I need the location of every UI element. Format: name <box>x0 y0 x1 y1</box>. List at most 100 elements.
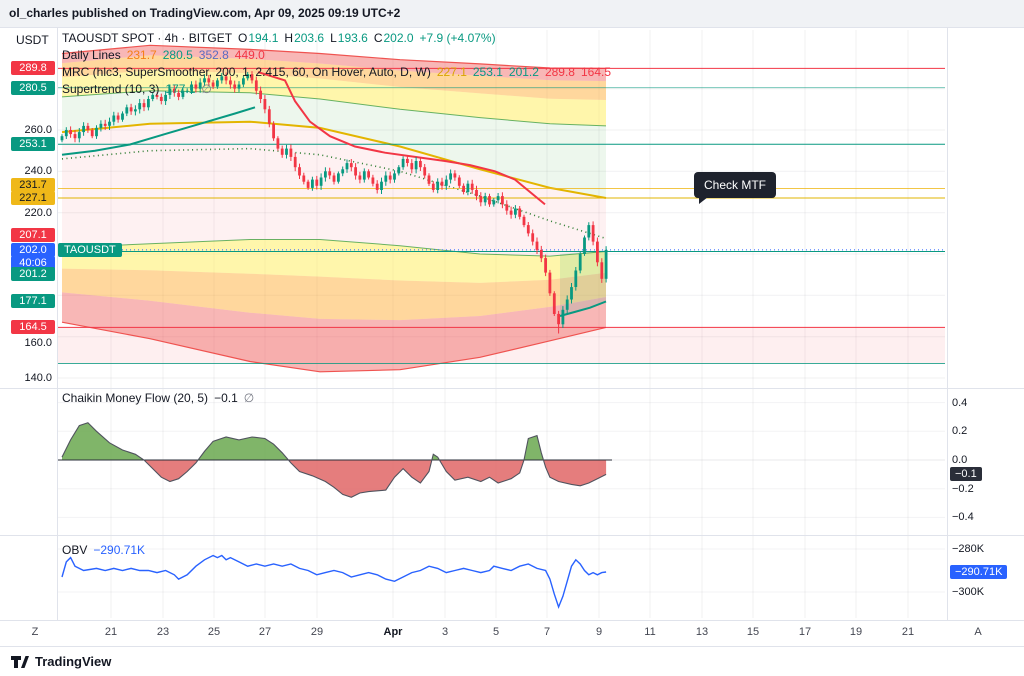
time-axis-label: 15 <box>746 626 760 638</box>
ohlc-high: H 203.6 <box>284 31 324 45</box>
obv-title: OBV <box>62 543 88 557</box>
legend-value: 449.0 <box>234 48 265 62</box>
price-axis-badge: 40:06 <box>11 255 55 270</box>
price-axis-badge: 227.1 <box>11 190 55 205</box>
tradingview-logo-icon <box>11 656 29 668</box>
hidden-value-icon: ∅ <box>201 82 212 96</box>
time-axis-label: 5 <box>492 626 500 638</box>
legend-value: 231.7 <box>126 48 157 62</box>
ohlc-low: L 193.6 <box>330 31 368 45</box>
ohlc-close-value: 202.0 <box>383 31 414 45</box>
time-axis-label: 23 <box>156 626 170 638</box>
time-axis[interactable]: Z 21 23 25 27 29 Apr 3 5 7 9 11 13 15 17 19 21 A <box>0 620 1024 646</box>
price-axis-tick: 220.0 <box>24 206 52 219</box>
published-line: ol_charles published on TradingView.com,… <box>9 6 401 20</box>
price-axis-badge: 280.5 <box>11 80 55 95</box>
ohlc-close: C 202.0 <box>374 31 414 45</box>
price-axis-tick: 140.0 <box>24 372 52 384</box>
obv-value: −290.71K <box>93 543 146 557</box>
supertrend-title: Supertrend (10, 3) <box>62 82 160 96</box>
price-axis-badge: 164.5 <box>11 320 55 335</box>
daily-lines-values: 231.7 280.5 352.8 449.0 <box>127 48 265 62</box>
time-axis-label: 25 <box>207 626 221 638</box>
time-axis-label: Apr <box>383 626 403 638</box>
indicator-axis-badge: −0.1 <box>950 467 982 482</box>
indicator-axis-tick: −300K <box>952 586 985 598</box>
ohlc-open: O 194.1 <box>238 31 278 45</box>
price-axis-badge: 289.8 <box>11 61 55 76</box>
time-axis-label: 13 <box>695 626 709 638</box>
ohlc-close-label: C <box>373 31 383 45</box>
ohlc-low-label: L <box>330 31 337 45</box>
symbol-title: TAOUSDT SPOT · 4h · BITGET <box>62 31 233 45</box>
legend-value: 352.8 <box>198 48 229 62</box>
time-axis-label: 19 <box>849 626 863 638</box>
legend-symbol-row[interactable]: TAOUSDT SPOT · 4h · BITGET O 194.1 H 203.6… <box>62 31 496 45</box>
price-axis-badge: 202.0 <box>11 242 55 257</box>
price-axis[interactable]: 289.8 280.5 260.0 253.1 240.0 231.7 227.1 220.0… <box>0 28 57 620</box>
time-axis-label: 21 <box>104 626 118 638</box>
price-axis-badge: 201.2 <box>11 266 55 281</box>
daily-lines-title: Daily Lines <box>62 48 121 62</box>
indicator-axis-tick: 0.0 <box>952 454 968 466</box>
indicator-axis-badge: −290.71K <box>950 565 1008 580</box>
ohlc-low-value: 193.6 <box>337 31 368 45</box>
time-axis-label: 27 <box>258 626 272 638</box>
price-axis-tick: 240.0 <box>24 165 52 178</box>
indicator-axis-tick: 0.4 <box>952 396 968 409</box>
legend-value: 289.8 <box>544 65 575 79</box>
time-axis-label: Z <box>31 626 39 638</box>
price-change: +7.9 (+4.07%) <box>419 31 496 45</box>
indicator-axis-tick: −280K <box>952 543 985 555</box>
mrc-title: MRC (hlc3, SuperSmoother, 200, 1, 2.415,… <box>62 65 431 79</box>
publish-header: ol_charles published on TradingView.com,… <box>0 0 1024 28</box>
pane-resize-handle[interactable] <box>0 532 1024 538</box>
ohlc-open-label: O <box>238 31 248 45</box>
mrc-values: 227.1 253.1 201.2 289.8 164.5 <box>437 65 611 79</box>
legend-value: 227.1 <box>436 65 467 79</box>
indicator-axis-tick: −0.4 <box>952 511 974 524</box>
ohlc-high-value: 203.6 <box>294 31 325 45</box>
legend-daily-lines-row[interactable]: Daily Lines 231.7 280.5 352.8 449.0 <box>62 48 265 62</box>
legend-value: 280.5 <box>162 48 193 62</box>
price-axis-badge: 177.1 <box>11 294 55 309</box>
tradingview-logo[interactable]: TradingView <box>10 652 111 671</box>
symbol-price-label: TAOUSDT <box>58 243 122 257</box>
indicator-axis-tick: −0.2 <box>952 482 974 495</box>
time-axis-label: 29 <box>310 626 324 638</box>
indicator-axis-tick: 0.2 <box>952 425 968 438</box>
time-axis-label: 9 <box>595 626 603 638</box>
legend-value: 253.1 <box>472 65 503 79</box>
obv-pane-title[interactable]: OBV −290.71K <box>62 543 145 557</box>
price-axis-tick: 260.0 <box>24 124 52 136</box>
time-axis-label: A <box>974 626 982 638</box>
legend-value: 201.2 <box>508 65 539 79</box>
legend-value: 164.5 <box>580 65 611 79</box>
price-axis-badge: 253.1 <box>11 137 55 152</box>
hidden-value-icon: ∅ <box>243 391 255 405</box>
time-axis-label: 3 <box>441 626 449 638</box>
price-axis-currency[interactable]: USDT <box>16 33 49 47</box>
indicator-axis[interactable]: 0.4 0.2 0.0 −0.2 −0.4 −0.1 −280K −300K −290.71K <box>948 28 1024 620</box>
brand-text: TradingView <box>35 654 112 669</box>
price-axis-badge: 207.1 <box>11 228 55 243</box>
pane-resize-handle[interactable] <box>0 385 1024 391</box>
ohlc-open-value: 194.1 <box>248 31 279 45</box>
ohlc-high-label: H <box>284 31 294 45</box>
time-axis-label: 21 <box>901 626 915 638</box>
drawing-label-check-mtf[interactable]: Check MTF <box>694 172 777 204</box>
price-axis-tick: 160.0 <box>24 336 52 349</box>
time-axis-label: 17 <box>798 626 812 638</box>
price-axis-badge: 231.7 <box>11 178 55 193</box>
legend-supertrend-row[interactable]: Supertrend (10, 3) 177.1 ∅ <box>62 82 212 96</box>
supertrend-value: 177.1 <box>165 82 196 96</box>
cmf-value: −0.1 <box>214 391 238 405</box>
time-axis-label: 11 <box>644 626 656 638</box>
footer: TradingView <box>0 646 1024 676</box>
cmf-title: Chaikin Money Flow (20, 5) <box>62 391 209 405</box>
cmf-pane-title[interactable]: Chaikin Money Flow (20, 5) −0.1 ∅ <box>62 391 254 405</box>
legend-mrc-row[interactable]: MRC (hlc3, SuperSmoother, 200, 1, 2.415,… <box>62 65 611 79</box>
time-axis-label: 7 <box>543 626 551 638</box>
